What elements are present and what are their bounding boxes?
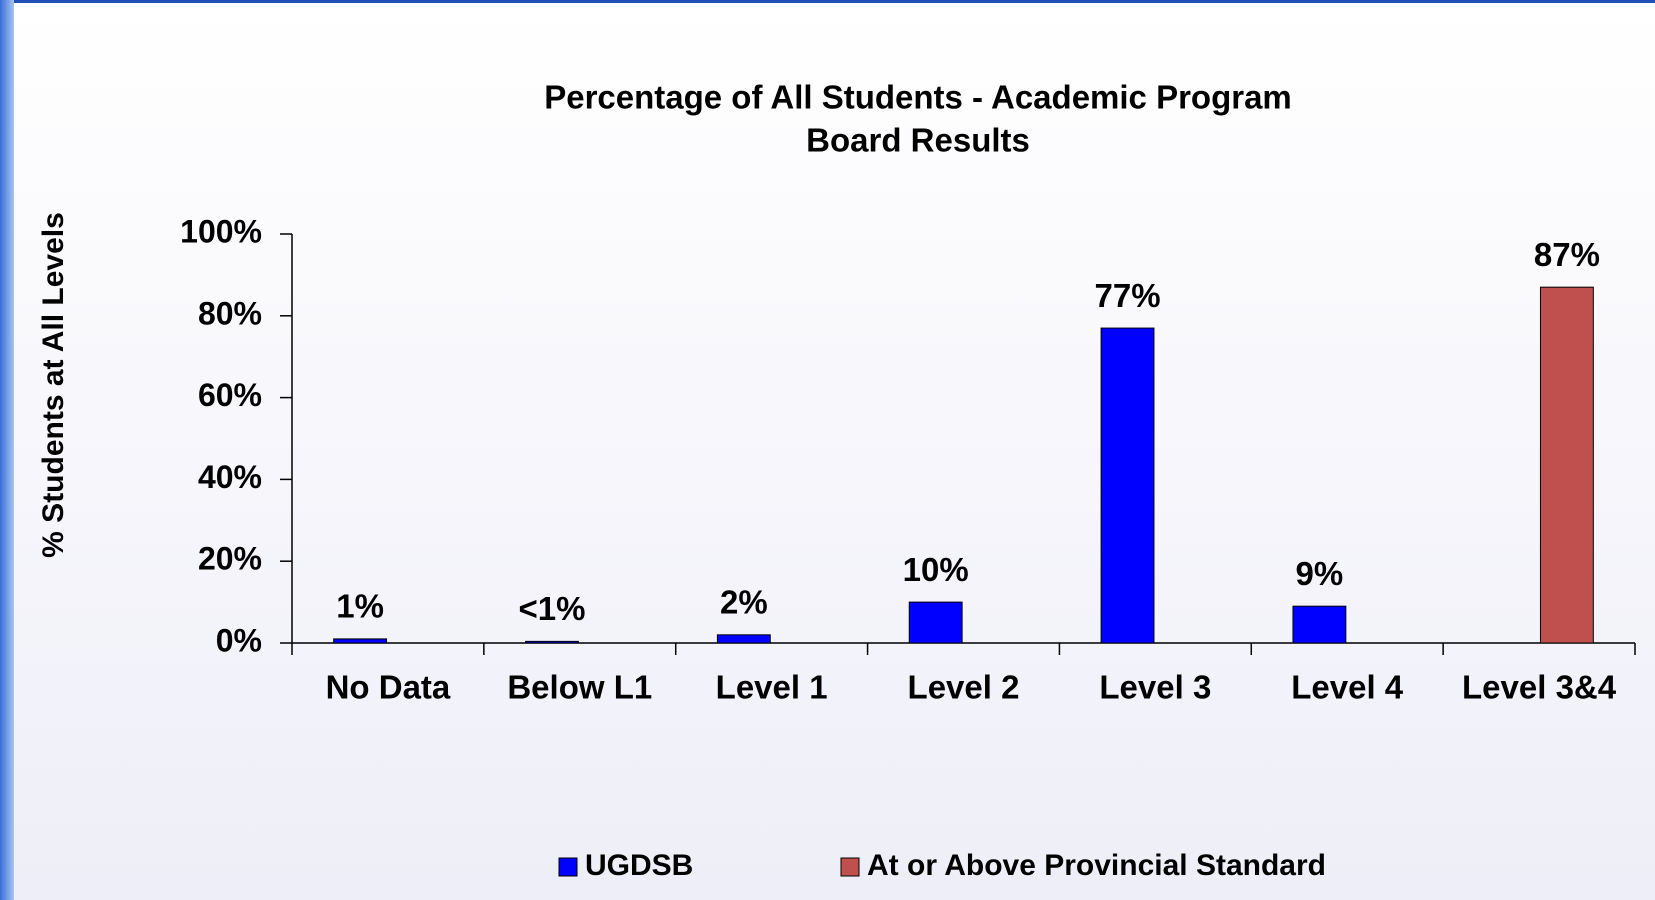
bar xyxy=(1539,286,1594,644)
value-label: 87% xyxy=(1534,236,1600,273)
value-label: 10% xyxy=(903,551,969,588)
value-label: 9% xyxy=(1296,555,1344,592)
y-tick-label: 40% xyxy=(198,459,262,495)
y-tick-label: 20% xyxy=(198,541,262,577)
x-tick-label: Level 4 xyxy=(1291,669,1404,706)
x-tick-label: Level 1 xyxy=(716,669,828,706)
bar xyxy=(1292,605,1347,644)
value-label: 77% xyxy=(1095,277,1161,314)
x-tick-label: Below L1 xyxy=(507,669,652,706)
frame-edge xyxy=(0,0,14,900)
bar xyxy=(908,601,963,644)
value-label: 1% xyxy=(336,588,384,625)
x-tick-label: Level 2 xyxy=(908,669,1020,706)
legend-swatch xyxy=(840,857,860,877)
legend-label: UGDSB xyxy=(585,849,693,882)
x-tick-label: Level 3&4 xyxy=(1462,669,1617,706)
x-tick-label: No Data xyxy=(326,669,451,706)
background xyxy=(14,3,1655,900)
value-label: <1% xyxy=(518,590,585,627)
y-axis-title: % Students at All Levels xyxy=(37,212,70,558)
bar xyxy=(333,638,388,644)
y-tick-label: 80% xyxy=(198,295,262,331)
bar xyxy=(525,640,579,644)
value-label: 2% xyxy=(720,584,768,621)
bar xyxy=(716,634,771,644)
x-tick-label: Level 3 xyxy=(1099,669,1211,706)
chart-subtitle: Board Results xyxy=(806,122,1030,159)
legend-swatch xyxy=(558,857,578,877)
y-tick-label: 100% xyxy=(180,213,262,249)
chart-title: Percentage of All Students - Academic Pr… xyxy=(544,79,1292,116)
y-tick-label: 60% xyxy=(198,377,262,413)
bar xyxy=(1100,327,1155,644)
legend-label: At or Above Provincial Standard xyxy=(867,849,1326,882)
y-tick-label: 0% xyxy=(216,622,262,658)
